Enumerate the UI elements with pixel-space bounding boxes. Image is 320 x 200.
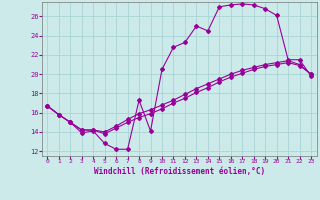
X-axis label: Windchill (Refroidissement éolien,°C): Windchill (Refroidissement éolien,°C) [94,167,265,176]
